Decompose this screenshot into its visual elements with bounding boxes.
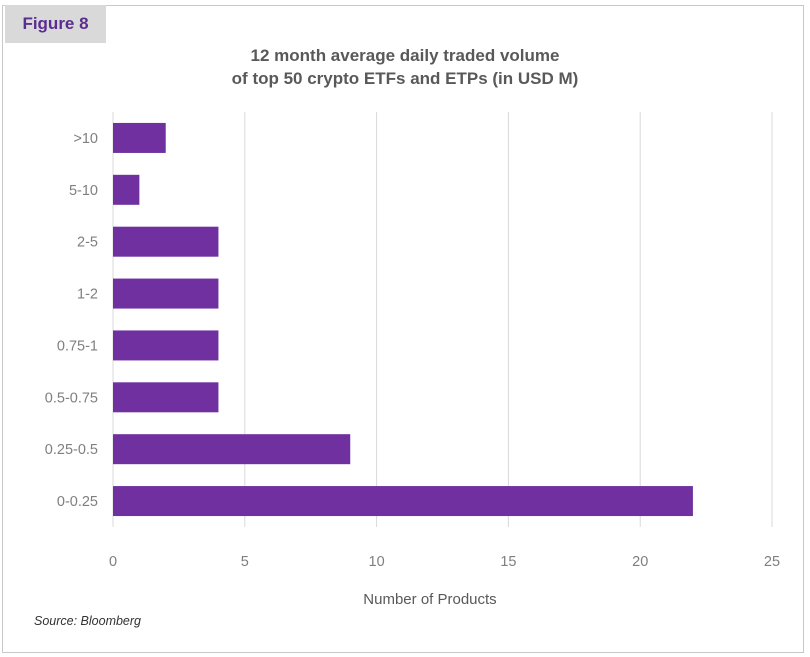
bar-0 — [113, 122, 166, 153]
x-tick-label-1: 5 — [241, 554, 249, 570]
chart-title-line-2: of top 50 crypto ETFs and ETPs (in USD M… — [231, 69, 579, 88]
bar-3 — [113, 278, 219, 309]
bar-5 — [113, 382, 219, 413]
bar-1 — [113, 174, 140, 205]
category-label-0: >10 — [73, 131, 98, 147]
category-label-6: 0.25-0.5 — [45, 442, 98, 458]
figure-label: Figure 8 — [5, 5, 106, 43]
x-tick-label-4: 20 — [632, 554, 648, 570]
x-axis-label: Number of Products — [363, 591, 496, 608]
category-label-5: 0.5-0.75 — [45, 390, 98, 406]
bar-7 — [113, 486, 693, 517]
bar-6 — [113, 434, 351, 465]
chart-title: 12 month average daily traded volume of … — [0, 44, 810, 90]
x-tick-label-5: 25 — [764, 554, 780, 570]
bar-2 — [113, 226, 219, 257]
source-note: Source: Bloomberg — [34, 614, 142, 628]
x-tick-label-2: 10 — [369, 554, 385, 570]
x-tick-label-0: 0 — [109, 554, 117, 570]
category-label-3: 1-2 — [77, 287, 98, 303]
category-label-2: 2-5 — [77, 235, 98, 251]
category-label-4: 0.75-1 — [57, 338, 98, 354]
bar-4 — [113, 330, 219, 361]
chart-title-line-1: 12 month average daily traded volume — [250, 46, 560, 65]
category-label-1: 5-10 — [69, 183, 98, 199]
figure-frame — [2, 5, 804, 653]
x-tick-label-3: 15 — [500, 554, 516, 570]
category-label-7: 0-0.25 — [57, 494, 98, 510]
